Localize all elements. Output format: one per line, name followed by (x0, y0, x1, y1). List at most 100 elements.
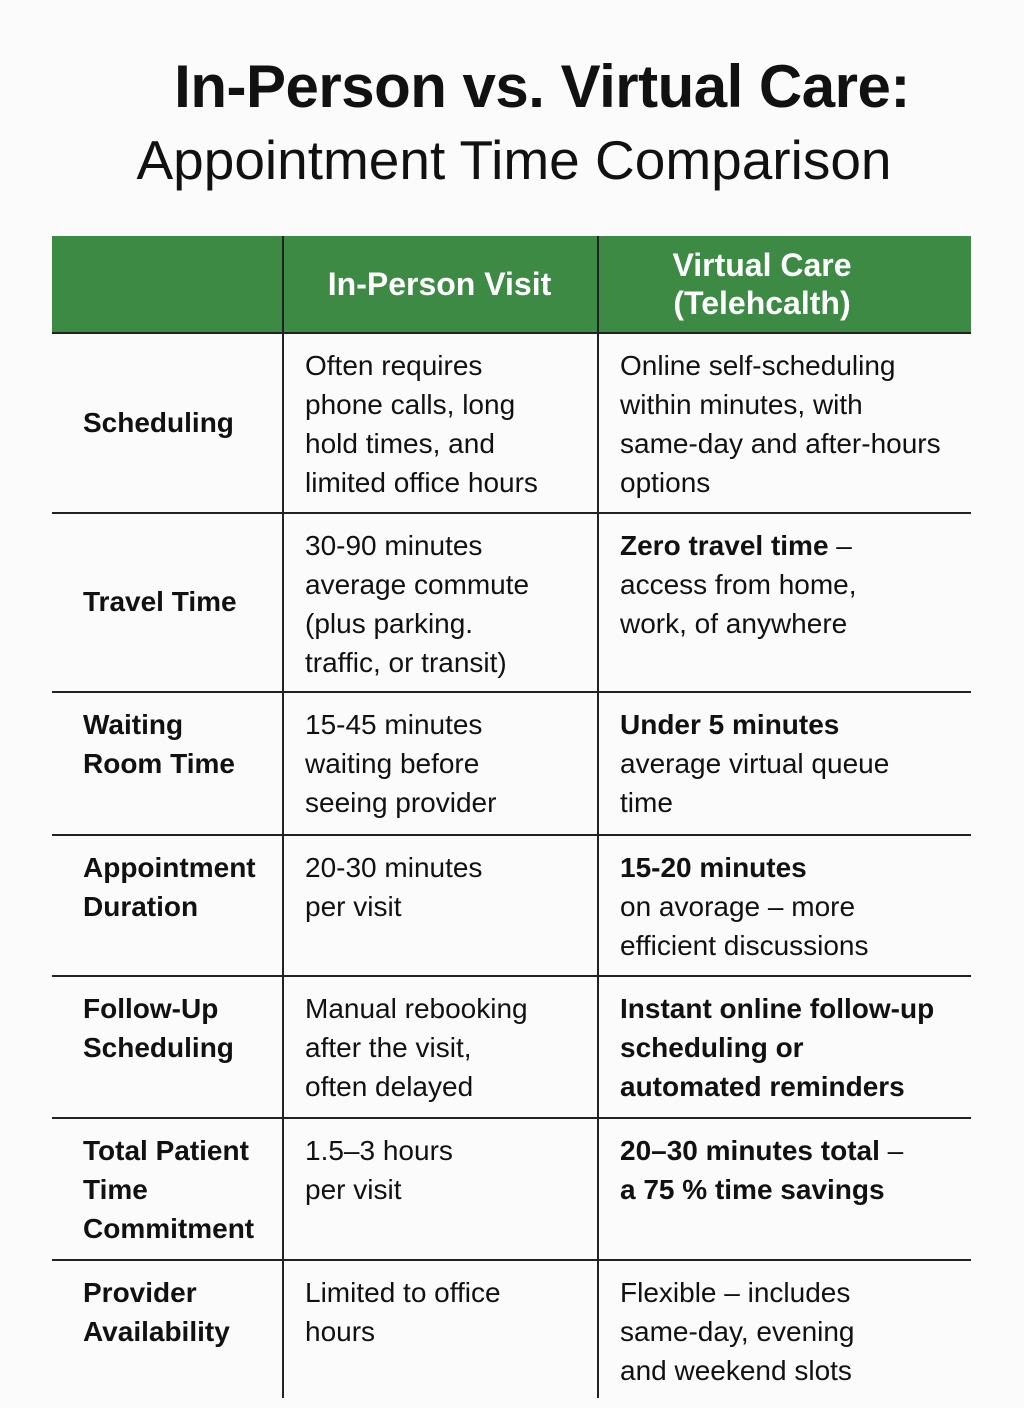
row-divider (52, 1259, 971, 1261)
text: same-day and after-hours (620, 428, 941, 459)
cell-line: phone calls, long (305, 389, 516, 420)
cell-line: Limited to office (305, 1277, 501, 1308)
row-label: Total Patient Time Commitment (83, 1131, 254, 1248)
cell-line: within minutes, with (620, 385, 941, 424)
row-label-line: Total Patient (83, 1135, 249, 1166)
in-person-cell: Limited to office hours (305, 1273, 501, 1351)
row-label-line: Scheduling (83, 1032, 234, 1063)
in-person-cell: Manual rebooking after the visit, often de… (305, 989, 528, 1106)
cell-line: same-day, evening (620, 1312, 855, 1351)
row-divider (52, 332, 971, 334)
column-divider (282, 236, 284, 1398)
bold-text: scheduling or (620, 1032, 804, 1063)
text: – (879, 1135, 904, 1166)
cell-line: per visit (305, 1174, 402, 1205)
virtual-cell: Online self-scheduling within minutes, wi… (620, 346, 941, 502)
cell-line: and weekend slots (620, 1351, 855, 1390)
text: same-day, evening (620, 1316, 855, 1347)
page-title: In-Person vs. Virtual Care: (174, 53, 910, 120)
in-person-cell: 1.5–3 hours per visit (305, 1131, 453, 1209)
in-person-cell: 30-90 minutes average commute (plus parkin… (305, 526, 529, 682)
bold-text: Under 5 minutes (620, 709, 840, 740)
row-label-line: Time (83, 1174, 148, 1205)
cell-line: on avorage – more (620, 887, 869, 926)
text: on avorage – more (620, 891, 856, 922)
text: access from home, (620, 569, 857, 600)
row-label-line: Travel Time (83, 586, 237, 617)
row-label-line: Commitment (83, 1213, 255, 1244)
column-divider (597, 236, 599, 1398)
cell-line: average commute (305, 569, 530, 600)
header-virtual-care: Virtual Care (Telehcalth) (672, 247, 852, 321)
bold-text: 15-20 minutes (620, 852, 807, 883)
row-label-line: Appointment (83, 852, 256, 883)
text: Online self-scheduling (620, 350, 896, 381)
cell-line: Often requires (305, 350, 483, 381)
cell-line: often delayed (305, 1071, 474, 1102)
in-person-cell: 15-45 minutes waiting before seeing provid… (305, 705, 496, 822)
row-divider (52, 834, 971, 836)
text: options (620, 467, 711, 498)
table-header: In-Person Visit Virtual Care (Telehcalth… (52, 236, 971, 332)
virtual-cell: 15-20 minutes on avorage – more efficient … (620, 848, 869, 965)
row-divider (52, 975, 971, 977)
text: average virtual queue (620, 748, 890, 779)
cell-line: Manual rebooking (305, 993, 528, 1024)
cell-line: per visit (305, 891, 402, 922)
virtual-cell: 20–30 minutes total – a 75 % time savings (620, 1131, 903, 1209)
page-subtitle: Appointment Time Comparison (136, 129, 892, 191)
row-divider (52, 1117, 971, 1119)
row-label-line: Waiting (83, 709, 184, 740)
row-label-line: Provider (83, 1277, 197, 1308)
cell-line: efficient discussions (620, 926, 869, 965)
cell-line: work, of anywhere (620, 604, 857, 643)
bold-text: Zero travel time (620, 530, 829, 561)
cell-line: automated reminders (620, 1067, 934, 1106)
cell-line: hold times, and (305, 428, 495, 459)
cell-line: seeing provider (305, 787, 497, 818)
row-label: Waiting Room Time (83, 705, 235, 783)
cell-line: Online self-scheduling (620, 346, 941, 385)
row-label: Travel Time (83, 582, 237, 621)
cell-line: 20-30 minutes (305, 852, 483, 883)
row-label-line: Scheduling (83, 406, 234, 438)
bold-text: a 75 % time savings (620, 1174, 885, 1205)
row-label-line: Duration (83, 891, 199, 922)
cell-line: hours (305, 1316, 376, 1347)
cell-line: 15-20 minutes (620, 848, 869, 887)
virtual-cell: Flexible – includes same-day, evening and … (620, 1273, 855, 1390)
cell-line: limited office hours (305, 467, 538, 498)
cell-line: 1.5–3 hours (305, 1135, 453, 1166)
bold-text: Instant online follow-up (620, 993, 935, 1024)
cell-line: Flexible – includes (620, 1273, 855, 1312)
row-label: Follow-Up Scheduling (83, 989, 234, 1067)
row-label-line: Availability (83, 1316, 230, 1347)
in-person-cell: 20-30 minutes per visit (305, 848, 482, 926)
bold-text: 20–30 minutes total (620, 1135, 880, 1166)
text: – (828, 530, 852, 561)
cell-line: Instant online follow-up (620, 989, 934, 1028)
virtual-cell: Instant online follow-up scheduling or aut… (620, 989, 934, 1106)
row-label-line: Room Time (83, 748, 235, 779)
cell-line: a 75 % time savings (620, 1170, 903, 1209)
row-label-line: Follow-Up (83, 993, 219, 1024)
cell-line: Under 5 minutes (620, 705, 889, 744)
text: work, of anywhere (620, 608, 848, 639)
cell-line: options (620, 463, 941, 502)
row-label: Provider Availability (83, 1273, 230, 1351)
virtual-cell: Under 5 minutes average virtual queue time (620, 705, 889, 822)
virtual-cell: Zero travel time – access from home, work,… (620, 526, 857, 643)
bold-text: automated reminders (620, 1071, 905, 1102)
cell-line: 20–30 minutes total – (620, 1131, 903, 1170)
row-divider (52, 512, 971, 514)
cell-line: average virtual queue (620, 744, 889, 783)
row-label: Scheduling (83, 403, 234, 442)
header-in-person: In-Person Visit (327, 266, 552, 302)
cell-line: (plus parking. (305, 608, 474, 639)
row-divider (52, 691, 971, 693)
cell-line: traffic, or transit) (305, 647, 507, 678)
cell-line: access from home, (620, 565, 857, 604)
text: and weekend slots (620, 1355, 852, 1386)
text: Flexible – includes (620, 1277, 851, 1308)
cell-line: after the visit, (305, 1032, 472, 1063)
